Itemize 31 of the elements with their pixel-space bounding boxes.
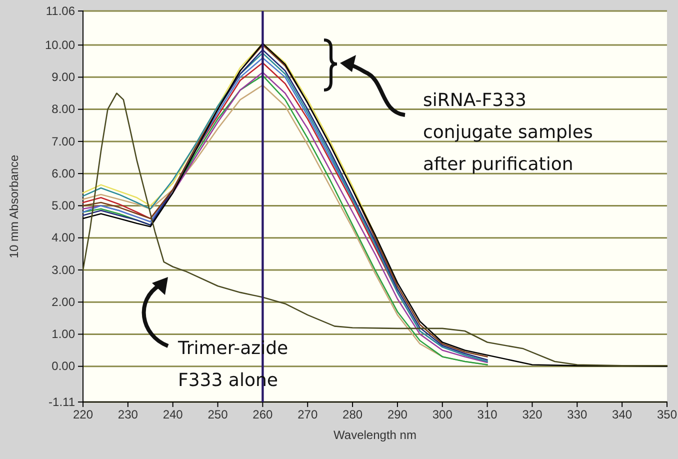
y-tick-label: 10.00 xyxy=(44,38,76,52)
y-tick-label: 7.00 xyxy=(52,134,76,148)
x-tick-label: 270 xyxy=(298,408,318,422)
y-tick-label: 11.06 xyxy=(46,4,76,18)
y-tick-label: 9.00 xyxy=(52,70,76,84)
x-tick-label: 340 xyxy=(612,408,632,422)
y-tick-label: -1.11 xyxy=(48,394,76,409)
y-tick-label: 1.00 xyxy=(52,327,76,342)
x-axis-title: Wavelength nm xyxy=(334,428,416,442)
x-tick-label: 310 xyxy=(477,408,498,422)
x-tick-label: 240 xyxy=(162,408,184,422)
x-tick-label: 230 xyxy=(118,408,138,422)
x-tick-label: 320 xyxy=(522,408,543,422)
y-tick-label: 8.00 xyxy=(52,102,76,116)
y-tick-label: 3.00 xyxy=(52,262,76,277)
y-tick-label: 2.00 xyxy=(52,294,76,309)
y-axis-title: 10 mm Absorbance xyxy=(7,154,21,258)
x-tick-label: 300 xyxy=(432,408,453,422)
annotation: siRNA-F333 conjugate samples after purification xyxy=(423,90,593,175)
y-tick-label: 0.00 xyxy=(52,359,76,374)
y-tick-label: 6.00 xyxy=(52,166,76,180)
x-tick-label: 250 xyxy=(208,408,228,422)
x-tick-label: 330 xyxy=(567,408,588,422)
y-tick-label: 4.00 xyxy=(52,230,76,245)
x-tick-label: 350 xyxy=(656,408,678,422)
line-series xyxy=(82,92,668,366)
y-tick-label: 5.00 xyxy=(52,198,76,213)
x-tick-label: 280 xyxy=(342,408,363,422)
x-tick-label: 220 xyxy=(72,408,94,422)
x-tick-label: 290 xyxy=(387,408,408,422)
x-tick-label: 260 xyxy=(252,408,274,422)
